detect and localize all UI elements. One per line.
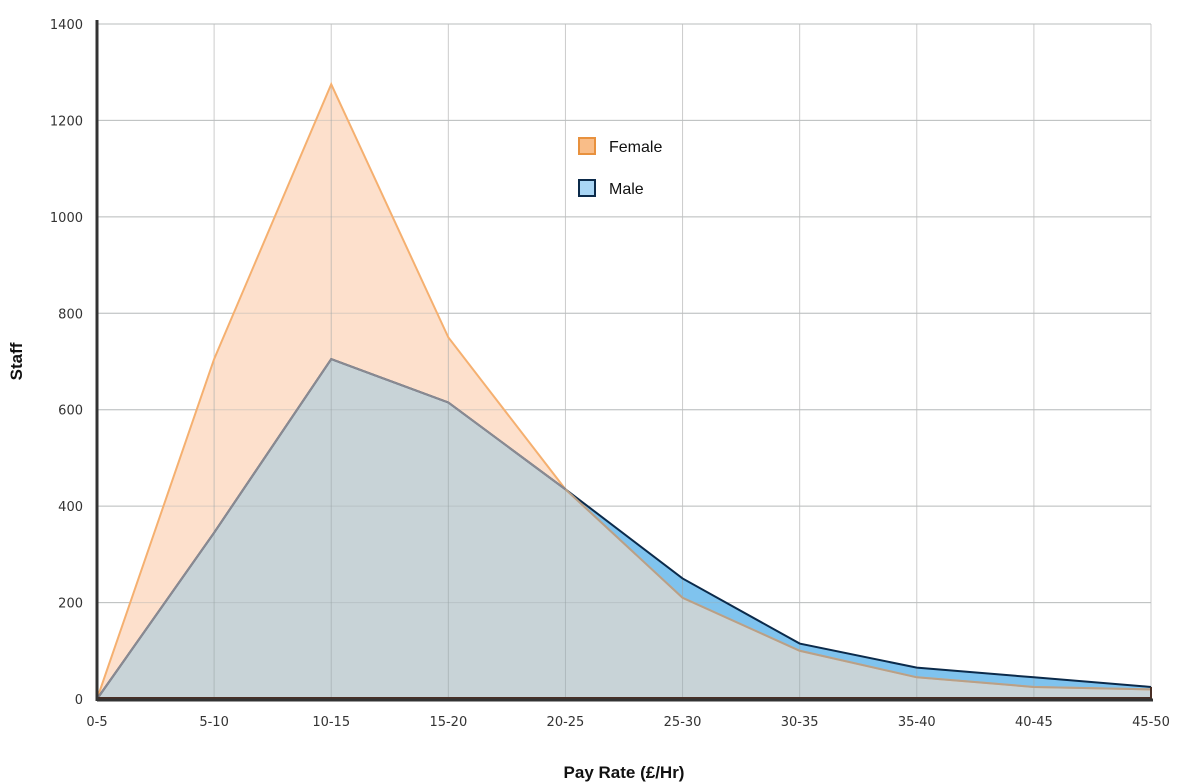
overlap-area — [97, 359, 1151, 699]
y-tick-label: 1000 — [50, 211, 83, 226]
y-tick-label: 1400 — [50, 18, 83, 33]
y-axis-title: Staff — [7, 342, 26, 380]
x-tick-label: 40-45 — [1015, 715, 1053, 730]
axes: 0 200 400 600 800 1000 1200 1400 0-5 5-10 10-15 15-… — [50, 18, 1170, 730]
grid — [97, 23, 1152, 699]
legend: Female Male — [578, 137, 662, 198]
x-tick-label: 35-40 — [898, 715, 936, 730]
x-axis-title: Pay Rate (£/Hr) — [564, 763, 685, 782]
y-tick-label: 1200 — [50, 114, 83, 129]
x-tick-label: 30-35 — [781, 715, 819, 730]
y-tick-label: 600 — [58, 404, 83, 419]
x-tick-label: 0-5 — [86, 715, 107, 730]
legend-label-male: Male — [609, 181, 644, 198]
legend-swatch-female — [578, 137, 596, 155]
x-tick-label: 25-30 — [664, 715, 702, 730]
y-tick-label: 800 — [58, 307, 83, 322]
female-line-overlap — [564, 488, 1152, 691]
legend-label-female: Female — [609, 139, 662, 156]
male-line-overlap — [96, 357, 567, 700]
y-tick-label: 0 — [75, 693, 83, 708]
x-tick-label: 10-15 — [312, 715, 350, 730]
x-tick-label: 20-25 — [547, 715, 585, 730]
x-tick-label: 15-20 — [429, 715, 467, 730]
legend-swatch-male — [578, 179, 596, 197]
plot-area — [96, 23, 1152, 700]
y-tick-label: 400 — [58, 500, 83, 515]
x-tick-label: 45-50 — [1132, 715, 1170, 730]
y-tick-label: 200 — [58, 597, 83, 612]
x-tick-label: 5-10 — [199, 715, 229, 730]
